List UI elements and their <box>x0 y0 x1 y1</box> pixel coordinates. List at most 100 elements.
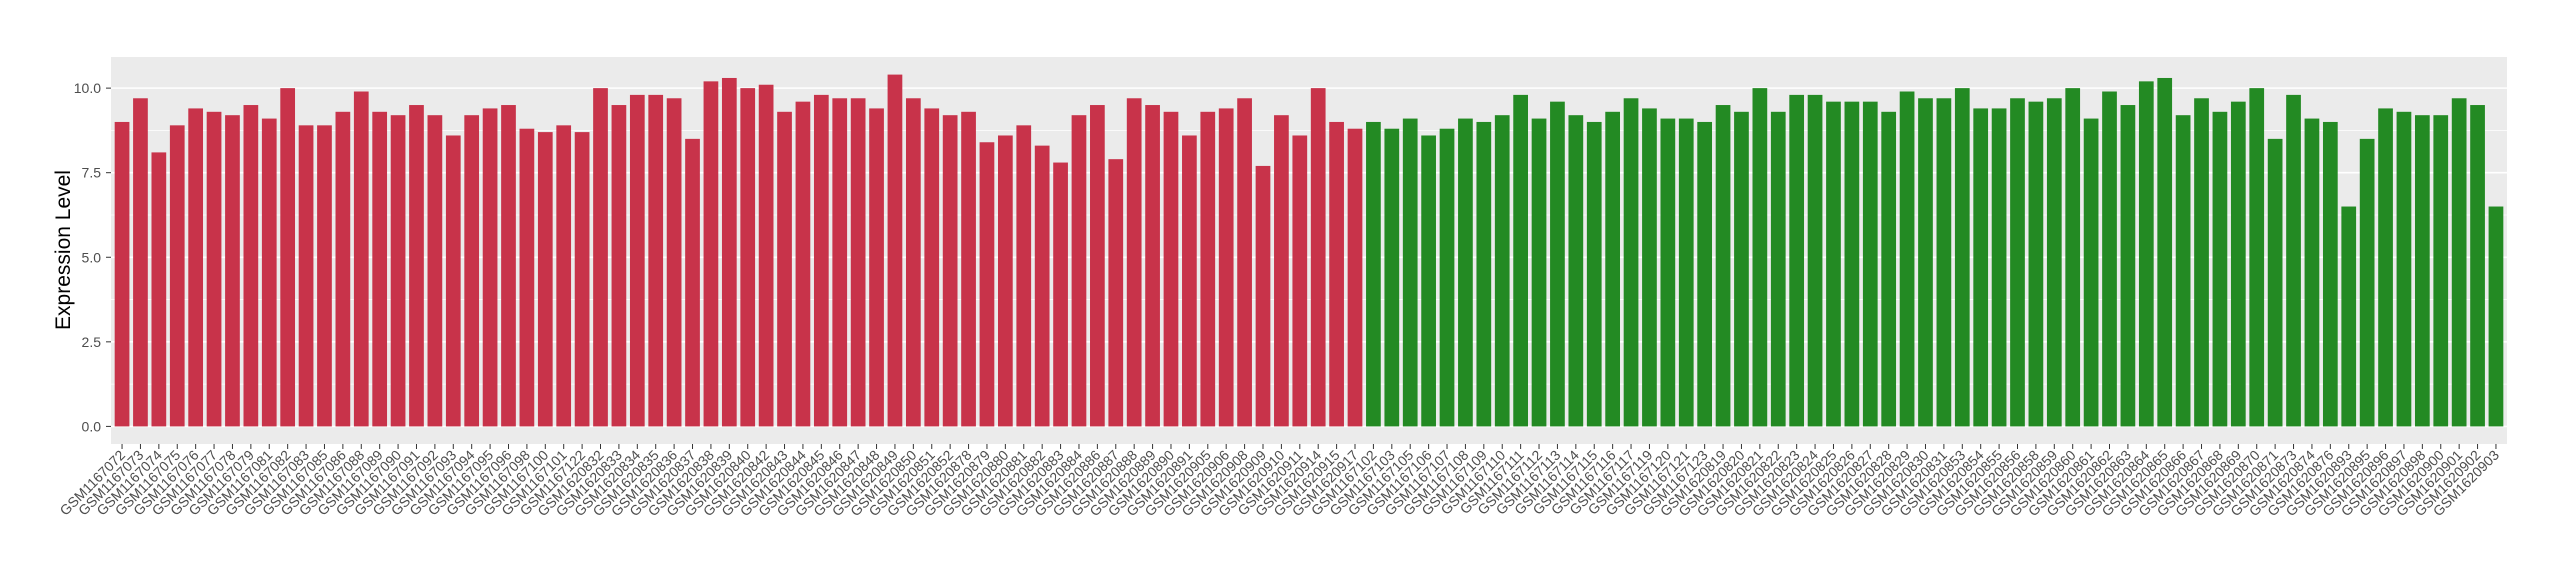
bar <box>2138 81 2154 427</box>
bar <box>353 91 369 427</box>
bar <box>961 111 976 427</box>
bar <box>1734 111 1749 427</box>
bar <box>2451 98 2467 427</box>
bar <box>1237 98 1252 427</box>
bar <box>317 125 332 427</box>
bar <box>648 94 664 427</box>
bar <box>2102 91 2117 427</box>
bar <box>1384 128 1400 427</box>
bar <box>2378 108 2393 427</box>
bar <box>1642 108 1657 427</box>
bar <box>1826 101 1841 427</box>
bar <box>1881 111 1897 427</box>
bar <box>1936 98 1952 427</box>
bar <box>169 125 185 427</box>
bar <box>1218 108 1234 427</box>
bar <box>1071 115 1087 427</box>
bar <box>2028 101 2044 427</box>
bar <box>1770 111 1786 427</box>
bar <box>869 108 884 427</box>
bar <box>1586 121 1602 427</box>
bar <box>795 101 811 427</box>
bar <box>905 98 921 427</box>
bar <box>1108 159 1124 427</box>
bar <box>685 138 700 427</box>
bar <box>2396 111 2412 427</box>
bar <box>372 111 388 427</box>
bar <box>1513 94 1528 427</box>
y-tick-label: 7.5 <box>82 165 102 181</box>
bar <box>574 132 590 427</box>
bar <box>721 77 737 427</box>
bar <box>2304 118 2320 427</box>
bar <box>1807 94 1823 427</box>
bar <box>758 84 774 427</box>
bar <box>2212 111 2228 427</box>
bar <box>1402 118 1418 427</box>
bar <box>390 115 406 427</box>
bar <box>445 135 461 427</box>
bar <box>1053 162 1068 427</box>
bar <box>2175 115 2191 427</box>
y-tick-label: 0.0 <box>82 418 102 434</box>
bar <box>666 98 682 427</box>
bar <box>703 81 719 427</box>
bar <box>997 135 1013 427</box>
bar <box>1034 145 1050 427</box>
y-tick-label: 5.0 <box>82 249 102 265</box>
bar <box>1697 121 1713 427</box>
bar <box>1421 135 1436 427</box>
bar <box>482 108 498 427</box>
bar <box>1476 121 1492 427</box>
bar <box>777 111 792 427</box>
bar <box>1973 108 1989 427</box>
bar <box>2046 98 2062 427</box>
bar <box>114 121 130 427</box>
bar <box>1678 118 1694 427</box>
bar <box>924 108 940 427</box>
bar <box>2341 206 2357 427</box>
bar <box>188 108 204 427</box>
bar <box>740 88 756 427</box>
y-tick-label: 10.0 <box>74 80 101 96</box>
bar <box>298 125 314 427</box>
y-tick-label: 2.5 <box>82 334 102 350</box>
bar <box>1862 101 1878 427</box>
bar <box>2414 115 2430 427</box>
y-axis-title: Expression Level <box>52 170 75 330</box>
bar <box>1991 108 2007 427</box>
bar <box>151 152 167 427</box>
bar <box>2010 98 2025 427</box>
bar <box>133 98 148 427</box>
bar <box>2083 118 2099 427</box>
bar <box>832 98 848 427</box>
bar <box>243 105 259 427</box>
bar <box>2120 105 2136 427</box>
bar <box>519 128 535 427</box>
bar <box>813 94 829 427</box>
bar <box>2488 206 2504 427</box>
bar <box>629 94 645 427</box>
bar <box>979 142 995 427</box>
bar <box>2359 138 2375 427</box>
bar <box>1458 118 1473 427</box>
bar <box>261 118 277 427</box>
bar <box>2065 88 2081 427</box>
bar <box>2433 115 2449 427</box>
bar <box>1531 118 1547 427</box>
bar <box>225 115 240 427</box>
bar <box>556 125 572 427</box>
bar <box>1145 105 1160 427</box>
bar <box>1494 115 1510 427</box>
bar <box>1918 98 1933 427</box>
bar <box>409 105 424 427</box>
bar <box>1789 94 1805 427</box>
bar <box>1200 111 1216 427</box>
bar <box>537 132 553 427</box>
bar <box>942 115 958 427</box>
bar <box>593 88 608 427</box>
bar <box>1274 115 1289 427</box>
bar <box>1292 135 1308 427</box>
bar <box>1439 128 1455 427</box>
